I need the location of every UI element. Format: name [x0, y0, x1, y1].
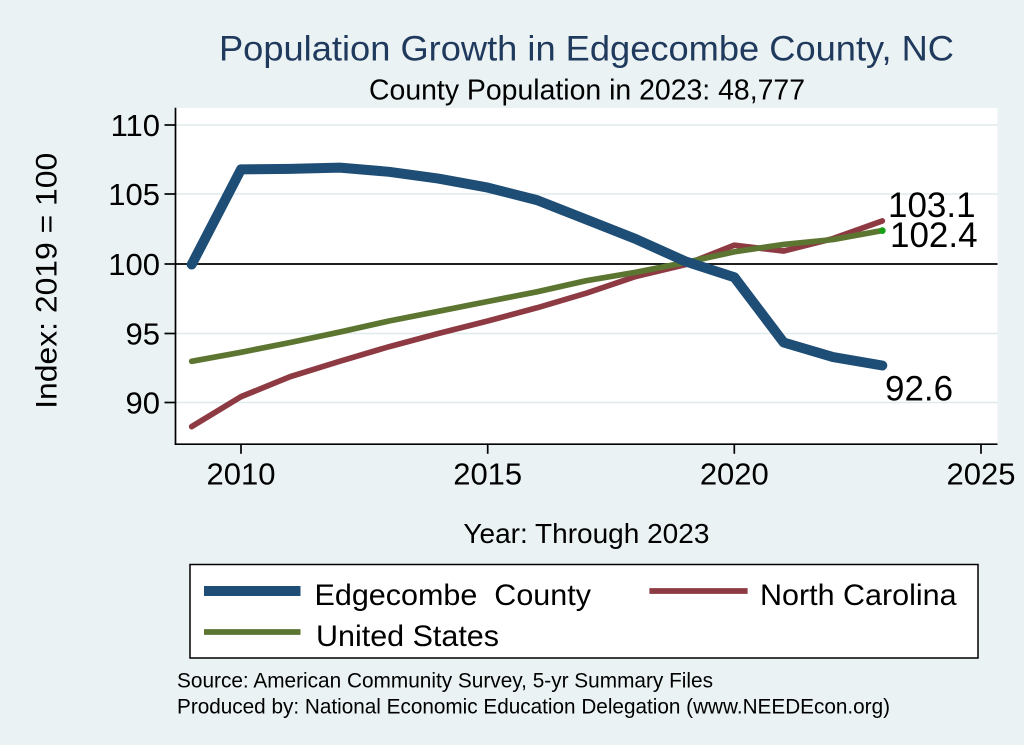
svg-text:2015: 2015	[453, 457, 522, 492]
svg-text:100: 100	[108, 247, 160, 282]
svg-text:Index: 2019 = 100: Index: 2019 = 100	[31, 153, 64, 409]
svg-text:105: 105	[108, 177, 160, 212]
svg-text:Year: Through 2023: Year: Through 2023	[463, 518, 709, 549]
svg-text:Edgecombe County: Edgecombe County	[315, 579, 592, 612]
svg-text:2020: 2020	[700, 457, 769, 492]
svg-text:North Carolina: North Carolina	[760, 579, 957, 612]
svg-text:95: 95	[126, 316, 160, 351]
svg-text:2010: 2010	[207, 457, 276, 492]
svg-text:90: 90	[126, 385, 160, 420]
svg-text:Produced by: National Economic: Produced by: National Economic Education…	[177, 696, 890, 719]
svg-text:Population Growth in Edgecombe: Population Growth in Edgecombe County, N…	[219, 30, 954, 69]
svg-text:110: 110	[111, 108, 160, 143]
svg-text:2025: 2025	[947, 457, 1016, 492]
svg-text:103.1: 103.1	[888, 186, 976, 225]
svg-text:102.4: 102.4	[890, 216, 978, 255]
svg-text:92.6: 92.6	[885, 370, 953, 409]
svg-text:United States: United States	[316, 620, 499, 653]
svg-text:Source: American Community Sur: Source: American Community Survey, 5-yr …	[177, 669, 713, 692]
svg-text:County Population in 2023: 48,: County Population in 2023: 48,777	[369, 75, 805, 107]
